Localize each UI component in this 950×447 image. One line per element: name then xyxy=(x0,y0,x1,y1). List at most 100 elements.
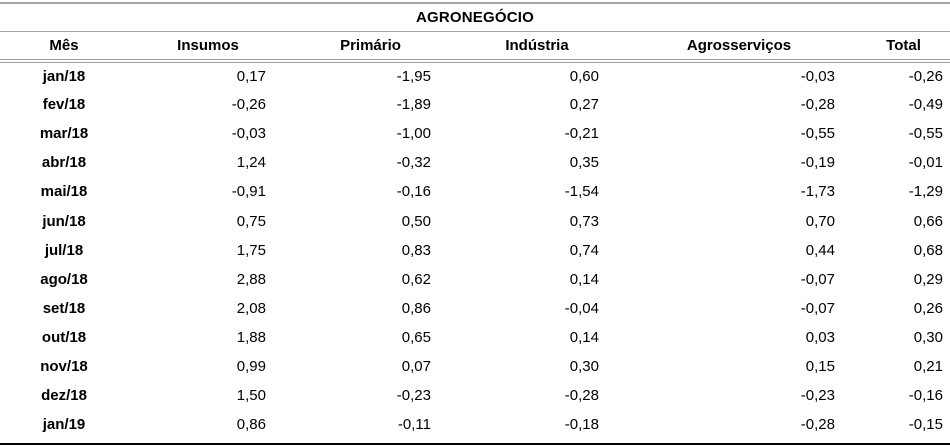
value-cell: -0,26 xyxy=(908,68,943,86)
value-cell: -0,55 xyxy=(800,125,835,143)
value-cell: -0,91 xyxy=(231,183,266,201)
column-header-agrosservicos: Agrosserviços xyxy=(621,32,857,63)
value-cell: -0,04 xyxy=(564,299,599,317)
table-row: abr/18 1,24 -0,32 0,35 -0,19 -0,01 xyxy=(0,148,950,177)
month-cell: mai/18 xyxy=(40,183,88,201)
month-cell: jul/18 xyxy=(44,241,84,259)
month-cell: abr/18 xyxy=(41,154,87,172)
column-header-primario: Primário xyxy=(288,32,453,63)
month-cell: jun/18 xyxy=(42,212,86,230)
value-cell: 0,66 xyxy=(913,212,943,230)
value-cell: -1,73 xyxy=(800,183,835,201)
value-cell: -0,19 xyxy=(800,154,835,172)
table-row: jan/18 0,17 -1,95 0,60 -0,03 -0,26 xyxy=(0,61,950,90)
value-cell: 0,29 xyxy=(913,270,943,288)
value-cell: -0,55 xyxy=(908,125,943,143)
value-cell: 0,75 xyxy=(236,212,266,230)
value-cell: 0,17 xyxy=(236,68,266,86)
table-title: AGRONEGÓCIO xyxy=(0,4,950,32)
value-cell: 0,73 xyxy=(569,212,599,230)
value-cell: 0,14 xyxy=(569,328,599,346)
table-row: jul/18 1,75 0,83 0,74 0,44 0,68 xyxy=(0,236,950,265)
value-cell: 2,08 xyxy=(236,299,266,317)
value-cell: 1,88 xyxy=(236,328,266,346)
value-cell: -1,29 xyxy=(908,183,943,201)
value-cell: 0,68 xyxy=(913,241,943,259)
value-cell: 0,21 xyxy=(913,357,943,375)
table-row: mar/18 -0,03 -1,00 -0,21 -0,55 -0,55 xyxy=(0,119,950,148)
table-row: jan/19 0,86 -0,11 -0,18 -0,28 -0,15 xyxy=(0,410,950,439)
value-cell: 0,27 xyxy=(569,96,599,114)
header-row: Mês Insumos Primário Indústria Agrosserv… xyxy=(0,32,950,63)
value-cell: 2,88 xyxy=(236,270,266,288)
value-cell: -0,16 xyxy=(908,387,943,405)
value-cell: -1,00 xyxy=(396,125,431,143)
value-cell: 0,60 xyxy=(569,68,599,86)
value-cell: -0,28 xyxy=(800,96,835,114)
value-cell: 0,07 xyxy=(401,357,431,375)
value-cell: 1,75 xyxy=(236,241,266,259)
value-cell: -0,03 xyxy=(231,125,266,143)
table-row: jun/18 0,75 0,50 0,73 0,70 0,66 xyxy=(0,206,950,235)
value-cell: -0,01 xyxy=(908,154,943,172)
value-cell: -0,07 xyxy=(800,299,835,317)
month-cell: nov/18 xyxy=(40,357,88,375)
table-row: fev/18 -0,26 -1,89 0,27 -0,28 -0,49 xyxy=(0,90,950,119)
month-cell: jan/18 xyxy=(42,68,86,86)
column-header-industria: Indústria xyxy=(453,32,621,63)
value-cell: -0,15 xyxy=(908,416,943,434)
value-cell: 0,99 xyxy=(236,357,266,375)
value-cell: 0,15 xyxy=(805,357,835,375)
month-cell: dez/18 xyxy=(41,387,87,405)
table-row: set/18 2,08 0,86 -0,04 -0,07 0,26 xyxy=(0,294,950,323)
value-cell: -1,95 xyxy=(396,68,431,86)
value-cell: 1,50 xyxy=(236,387,266,405)
month-cell: fev/18 xyxy=(42,96,86,114)
column-header-total: Total xyxy=(857,32,950,63)
table-row: dez/18 1,50 -0,23 -0,28 -0,23 -0,16 xyxy=(0,381,950,410)
value-cell: 0,86 xyxy=(236,416,266,434)
table-row: ago/18 2,88 0,62 0,14 -0,07 0,29 xyxy=(0,265,950,294)
month-cell: out/18 xyxy=(41,328,87,346)
value-cell: -0,11 xyxy=(397,416,431,434)
table-row: nov/18 0,99 0,07 0,30 0,15 0,21 xyxy=(0,352,950,381)
value-cell: -0,23 xyxy=(800,387,835,405)
value-cell: -1,89 xyxy=(396,96,431,114)
value-cell: -0,07 xyxy=(800,270,835,288)
value-cell: -0,28 xyxy=(564,387,599,405)
value-cell: 0,70 xyxy=(805,212,835,230)
value-cell: 0,30 xyxy=(569,357,599,375)
value-cell: 0,86 xyxy=(401,299,431,317)
value-cell: -0,28 xyxy=(800,416,835,434)
value-cell: -0,18 xyxy=(564,416,599,434)
value-cell: 0,30 xyxy=(913,328,943,346)
value-cell: -0,26 xyxy=(231,96,266,114)
value-cell: 0,62 xyxy=(401,270,431,288)
data-table: Mês Insumos Primário Indústria Agrosserv… xyxy=(0,32,950,439)
value-cell: 0,03 xyxy=(805,328,835,346)
table-row: mai/18 -0,91 -0,16 -1,54 -1,73 -1,29 xyxy=(0,177,950,206)
value-cell: -0,03 xyxy=(800,68,835,86)
value-cell: 0,14 xyxy=(569,270,599,288)
value-cell: 0,83 xyxy=(401,241,431,259)
value-cell: -0,49 xyxy=(908,96,943,114)
column-header-mes: Mês xyxy=(0,32,128,63)
value-cell: 1,24 xyxy=(236,154,266,172)
month-cell: ago/18 xyxy=(40,270,88,288)
value-cell: -1,54 xyxy=(564,183,599,201)
value-cell: 0,26 xyxy=(913,299,943,317)
value-cell: -0,23 xyxy=(396,387,431,405)
value-cell: -0,21 xyxy=(564,125,599,143)
value-cell: 0,74 xyxy=(569,241,599,259)
value-cell: -0,32 xyxy=(396,154,431,172)
table-body: jan/18 0,17 -1,95 0,60 -0,03 -0,26 fev/18 -0,26… xyxy=(0,61,950,439)
column-header-insumos: Insumos xyxy=(128,32,288,63)
value-cell: -0,16 xyxy=(396,183,431,201)
value-cell: 0,35 xyxy=(569,154,599,172)
month-cell: mar/18 xyxy=(39,125,89,143)
table-row: out/18 1,88 0,65 0,14 0,03 0,30 xyxy=(0,323,950,352)
value-cell: 0,65 xyxy=(401,328,431,346)
month-cell: set/18 xyxy=(42,299,86,317)
